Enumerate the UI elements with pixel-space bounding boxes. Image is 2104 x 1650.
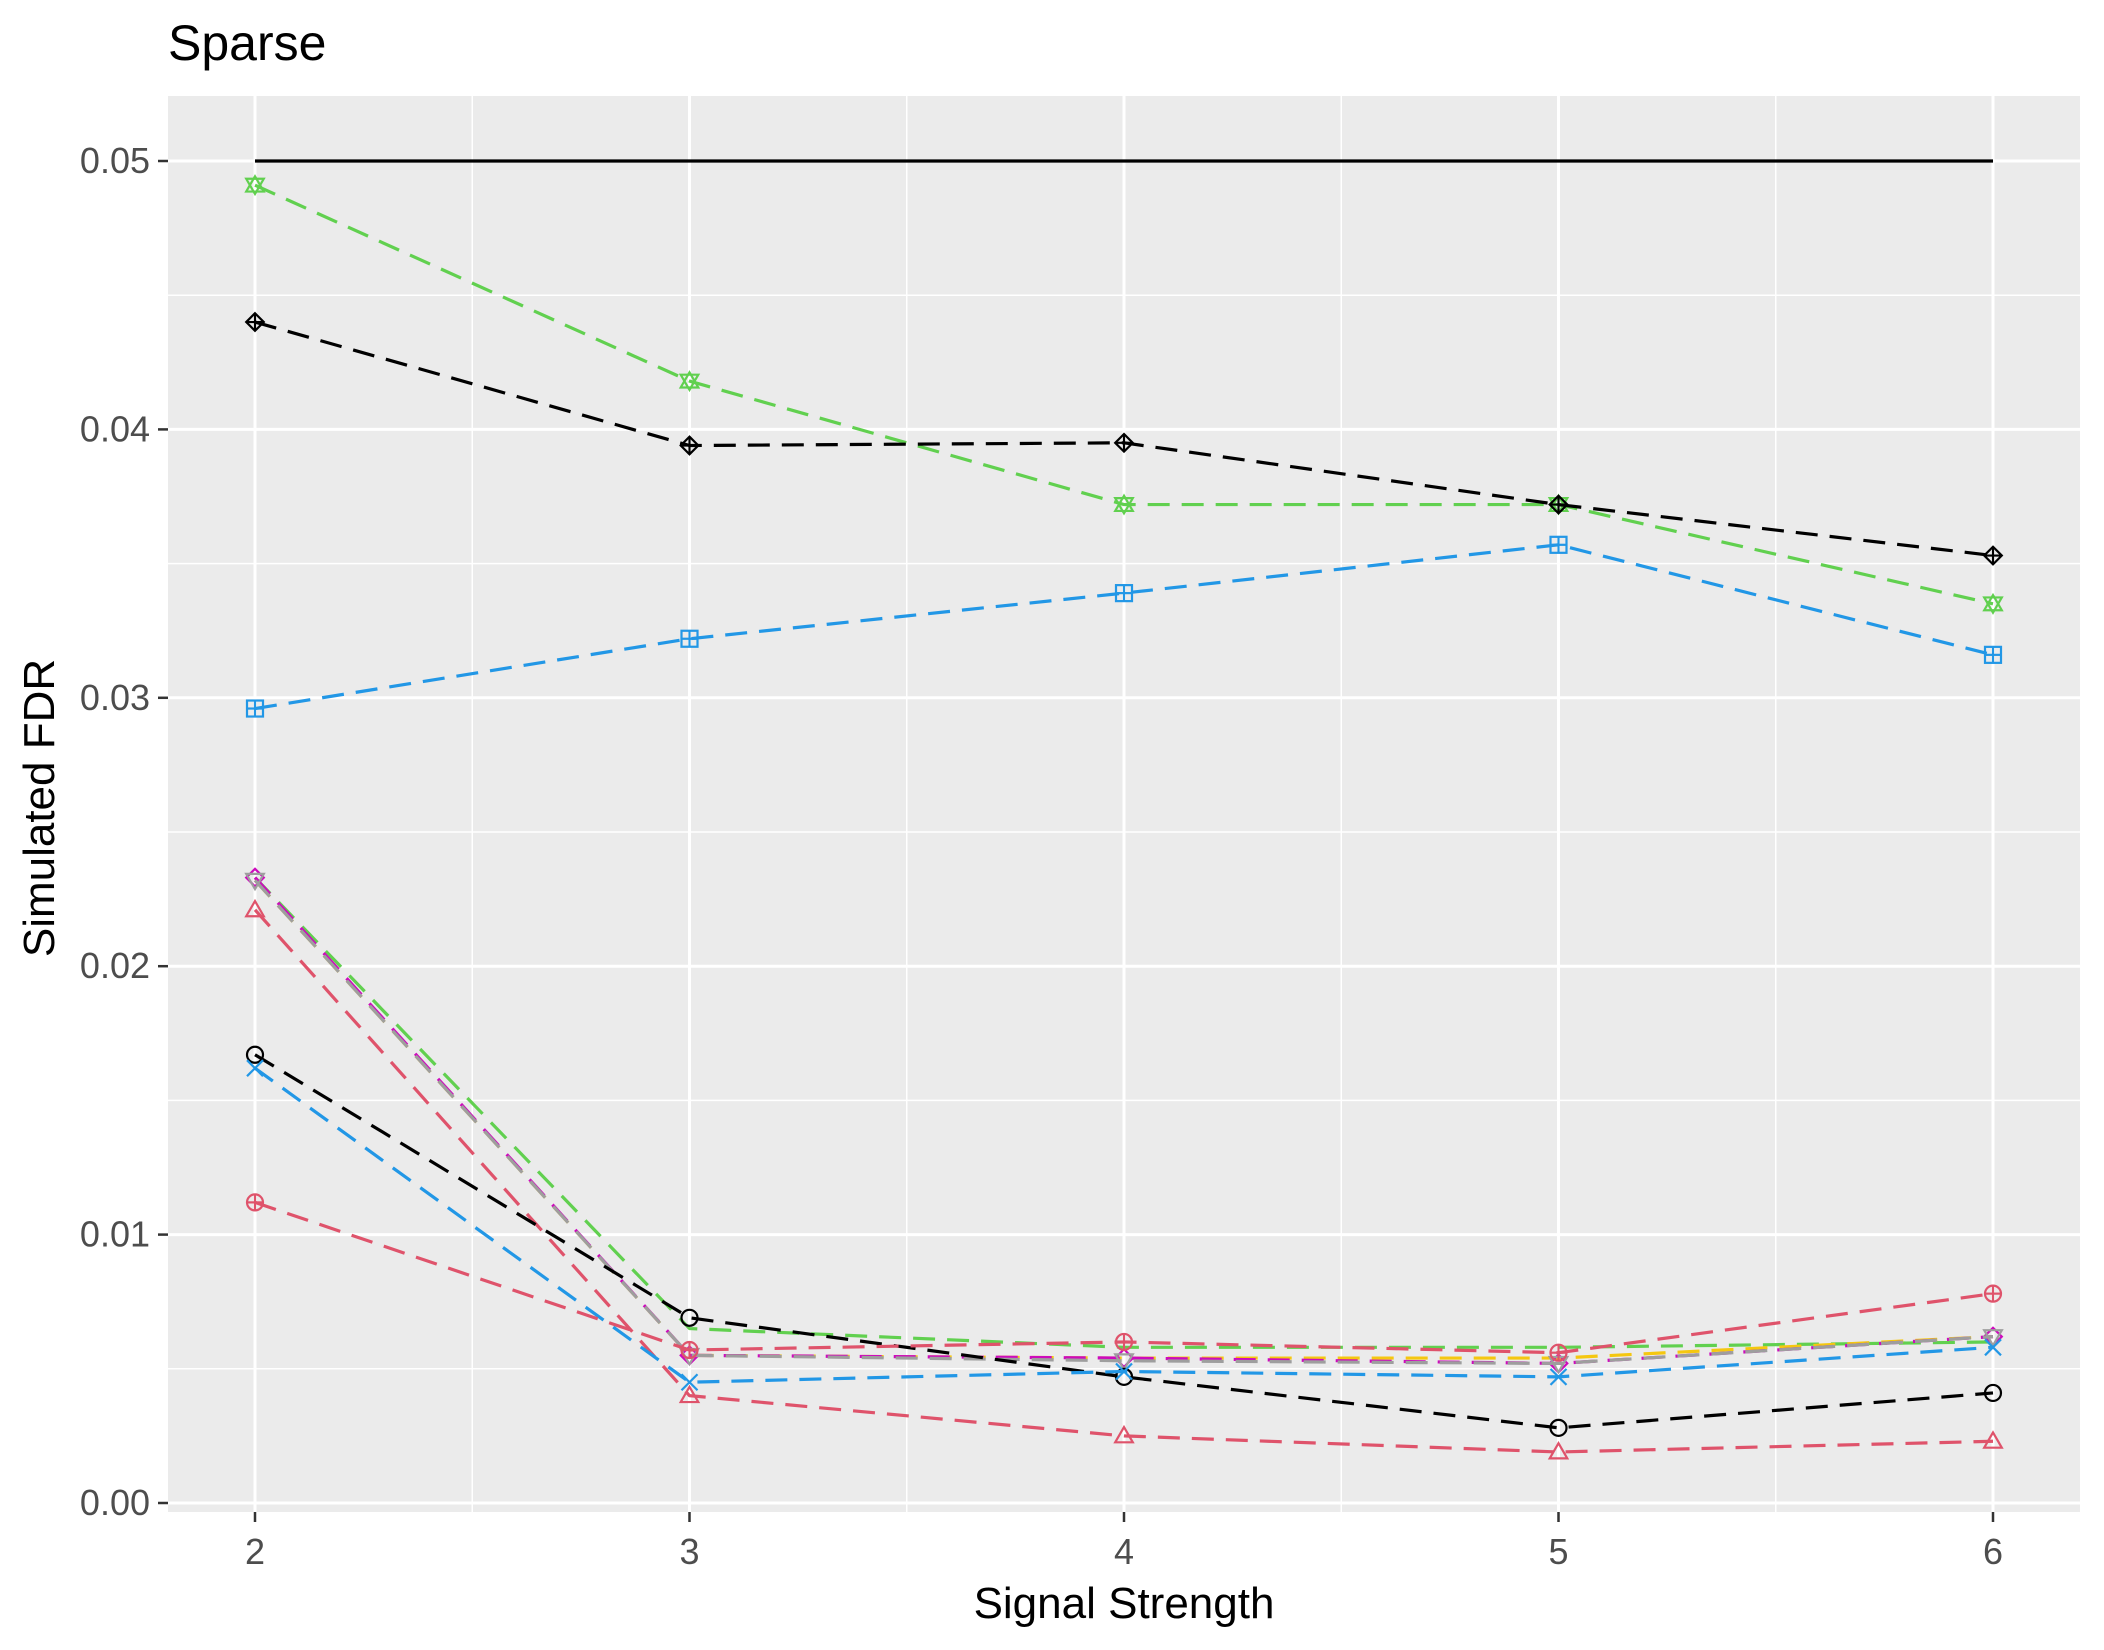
data-point: [244, 174, 266, 197]
data-point: [680, 1308, 699, 1327]
y-tick-label: 0.05: [80, 140, 150, 181]
data-point: [678, 370, 701, 393]
data-point: [1113, 493, 1135, 516]
data-point: [1547, 1441, 1570, 1460]
data-point: [1982, 1430, 2004, 1449]
y-tick-label: 0.02: [80, 945, 150, 986]
marker-outline: [1982, 1329, 2004, 1348]
data-point: [1984, 1338, 2002, 1357]
series-line: [254, 543, 1994, 711]
marker-outline: [678, 1384, 701, 1404]
data-point: [1982, 1329, 2004, 1348]
y-tick-label: 0.00: [80, 1482, 150, 1523]
chart-title: Sparse: [168, 15, 326, 71]
circle-marker: [245, 1045, 265, 1064]
data-point: [1113, 432, 1135, 454]
data-point: [244, 872, 266, 892]
data-point: [1113, 1353, 1135, 1372]
marker-outline: [678, 370, 701, 389]
marker-outline: [1982, 592, 2004, 612]
marker-stroke: [1549, 1368, 1568, 1386]
marker-outline: [244, 898, 266, 918]
marker-stroke: [246, 1059, 264, 1077]
marker-outline: [678, 373, 701, 393]
y-tick-label: 0.04: [80, 408, 150, 449]
data-point: [1983, 645, 2003, 664]
data-point: [1549, 1418, 1568, 1437]
marker-outline: [1982, 1430, 2004, 1449]
data-point: [678, 1384, 701, 1404]
series-line: [253, 879, 1994, 1366]
x-tick-label: 4: [1114, 1531, 1134, 1572]
series-series-blue-square: [245, 535, 2003, 718]
marker-outline: [1547, 1441, 1570, 1460]
data-point: [680, 629, 699, 648]
y-tick-label: 0.01: [80, 1214, 150, 1255]
series-series-black-circle: [245, 1045, 2003, 1437]
series-series-green-star: [244, 174, 2004, 615]
data-point: [1114, 1332, 1134, 1352]
data-point: [1549, 1368, 1568, 1386]
data-point: [1983, 1383, 2003, 1403]
series-line: [254, 183, 1994, 606]
data-point: [1114, 584, 1134, 603]
data-point: [244, 311, 266, 333]
data-point: [1548, 494, 1569, 515]
circle-marker: [1114, 1367, 1134, 1386]
data-point: [245, 1045, 265, 1064]
y-tick-label: 0.03: [80, 677, 150, 718]
marker-stroke: [1984, 1338, 2002, 1357]
series-layer: [244, 159, 2004, 1460]
series-line: [253, 908, 1994, 1454]
circle-marker: [1549, 1418, 1568, 1437]
marker-outline: [1113, 493, 1135, 513]
y-axis-tick-labels: 0.00 0.01 0.02 0.03 0.04 0.05: [80, 140, 150, 1523]
marker-stroke: [680, 1373, 699, 1391]
marker-outline: [244, 174, 266, 193]
x-tick-label: 3: [679, 1531, 699, 1572]
data-point: [679, 435, 700, 456]
marker-outline: [1113, 1424, 1135, 1444]
x-tick-label: 5: [1548, 1531, 1568, 1572]
marker-outline: [1982, 596, 2004, 615]
data-point: [246, 1059, 264, 1077]
data-point: [1983, 1284, 2003, 1303]
data-point: [680, 1373, 699, 1391]
series-series-blue-cross: [246, 1059, 2002, 1391]
data-point: [245, 1193, 265, 1212]
data-point: [680, 1340, 699, 1360]
marker-outline: [244, 872, 266, 892]
series-series-red-triangle: [244, 898, 2004, 1460]
data-point: [245, 699, 265, 718]
data-point: [1982, 545, 2004, 566]
data-point: [1549, 535, 1568, 554]
marker-outline: [1113, 497, 1135, 516]
data-point: [1114, 1367, 1134, 1386]
series-series-black-diamond: [244, 311, 2004, 566]
data-point: [1982, 592, 2004, 615]
x-tick-label: 6: [1983, 1531, 2003, 1572]
y-axis-title: Simulated FDR: [15, 659, 64, 957]
series-series-red-circle-plus: [245, 1193, 2003, 1362]
circle-marker: [680, 1308, 699, 1327]
data-point: [244, 898, 266, 918]
marker-outline: [1113, 1353, 1135, 1372]
data-point: [1115, 1362, 1133, 1381]
data-point: [1113, 1424, 1135, 1444]
marker-stroke: [1115, 1362, 1133, 1381]
x-tick-label: 2: [245, 1531, 265, 1572]
x-axis-tick-labels: 2 3 4 5 6: [245, 1531, 2003, 1572]
marker-outline: [244, 177, 266, 197]
x-axis-title: Signal Strength: [974, 1579, 1275, 1628]
circle-marker: [1983, 1383, 2003, 1403]
axis-ticks: [158, 159, 1995, 1522]
data-point: [1549, 1343, 1568, 1362]
